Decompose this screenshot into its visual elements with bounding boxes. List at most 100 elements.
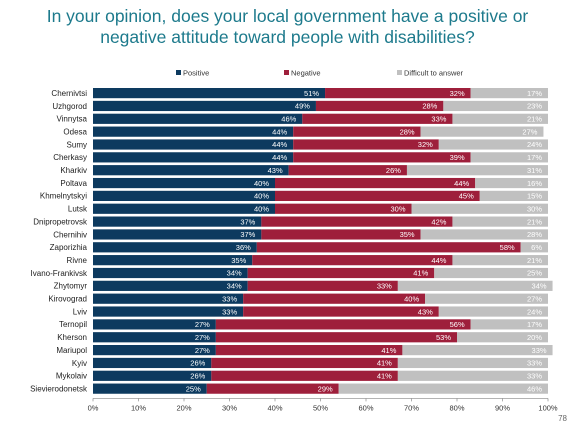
bar-segment-negative	[247, 267, 435, 279]
data-label-difficult-to-answer: 33%	[527, 372, 542, 381]
bar-segment-negative	[243, 293, 426, 304]
bar-segment-negative	[293, 139, 439, 150]
bar-segment-positive	[93, 370, 212, 381]
data-label-negative: 58%	[500, 243, 515, 252]
category-label: Ivano-Frankivsk	[31, 269, 88, 278]
category-label: Ternopil	[59, 320, 87, 329]
data-label-negative: 41%	[377, 372, 392, 381]
legend-label-negative: Negative	[291, 69, 321, 78]
bar-segment-difficult-to-answer	[406, 165, 548, 176]
data-label-positive: 37%	[240, 217, 255, 226]
x-tick-label: 0%	[88, 403, 99, 412]
data-label-negative: 33%	[377, 282, 392, 291]
category-label: Kharkiv	[60, 166, 87, 175]
bar-segment-difficult-to-answer	[452, 113, 548, 124]
data-label-negative: 43%	[418, 307, 433, 316]
data-label-negative: 29%	[318, 384, 333, 393]
data-label-difficult-to-answer: 33%	[532, 346, 547, 355]
bar-segment-difficult-to-answer	[397, 280, 553, 291]
bar-segment-difficult-to-answer	[457, 332, 548, 343]
category-label: Cherkasy	[53, 153, 87, 162]
bar-segment-negative	[252, 255, 453, 266]
data-label-positive: 36%	[236, 243, 251, 252]
bar-segment-difficult-to-answer	[452, 216, 548, 227]
data-label-negative: 32%	[450, 89, 465, 98]
data-label-difficult-to-answer: 21%	[527, 256, 542, 265]
legend-label-positive: Positive	[183, 69, 209, 78]
x-tick-label: 50%	[313, 403, 328, 412]
bar-segment-positive	[93, 280, 248, 291]
bar-segment-negative	[288, 165, 407, 176]
chart-title-line-2: negative attitude toward people with dis…	[100, 27, 475, 47]
data-label-positive: 26%	[190, 359, 205, 368]
data-label-negative: 28%	[400, 127, 415, 136]
bar-segment-positive	[93, 152, 294, 163]
data-label-negative: 41%	[377, 359, 392, 368]
x-tick-label: 10%	[131, 403, 146, 412]
data-label-difficult-to-answer: 16%	[527, 179, 542, 188]
category-label: Zaporizhia	[50, 243, 88, 252]
bar-segment-difficult-to-answer	[397, 370, 548, 381]
bar-segment-difficult-to-answer	[438, 139, 548, 150]
data-label-positive: 26%	[190, 372, 205, 381]
legend-swatch-positive	[176, 70, 181, 75]
data-label-positive: 40%	[254, 179, 269, 188]
bar-segment-negative	[275, 203, 412, 214]
category-label: Dnipropetrovsk	[33, 217, 88, 226]
bar-segment-negative	[325, 88, 471, 99]
bar-segment-positive	[93, 332, 216, 343]
data-label-positive: 27%	[195, 333, 210, 342]
bar-segment-positive	[93, 203, 275, 214]
data-label-negative: 41%	[413, 269, 428, 278]
data-label-negative: 42%	[431, 217, 446, 226]
bar-segment-difficult-to-answer	[443, 100, 548, 112]
data-label-negative: 56%	[450, 320, 465, 329]
data-label-difficult-to-answer: 15%	[527, 192, 542, 201]
category-label: Vinnytsa	[56, 115, 87, 124]
data-label-negative: 32%	[418, 140, 433, 149]
bar-segment-difficult-to-answer	[338, 383, 548, 394]
bar-segment-difficult-to-answer	[470, 152, 548, 163]
bar-segment-difficult-to-answer	[420, 229, 548, 240]
data-label-positive: 40%	[254, 204, 269, 213]
data-label-difficult-to-answer: 27%	[522, 127, 537, 136]
page-number: 78	[558, 414, 567, 423]
chart-title-line-1: In your opinion, does your local governm…	[46, 6, 529, 26]
bar-segment-negative	[211, 370, 398, 381]
bar-segment-positive	[93, 267, 248, 279]
category-label: Kirovograd	[48, 295, 87, 304]
data-label-positive: 44%	[272, 127, 287, 136]
data-label-positive: 37%	[240, 230, 255, 239]
category-label: Uzhgorod	[52, 102, 87, 111]
data-label-negative: 40%	[404, 294, 419, 303]
bar-segment-negative	[247, 280, 398, 291]
category-label: Sievierodonetsk	[30, 384, 88, 393]
data-label-negative: 45%	[459, 192, 474, 201]
category-label: Kyiv	[72, 359, 87, 368]
bar-segment-difficult-to-answer	[470, 88, 548, 99]
bar-segment-negative	[293, 152, 471, 163]
data-label-negative: 30%	[390, 204, 405, 213]
data-label-difficult-to-answer: 25%	[527, 269, 542, 278]
data-label-difficult-to-answer: 24%	[527, 140, 542, 149]
bar-segment-positive	[93, 126, 294, 137]
data-label-negative: 44%	[431, 256, 446, 265]
bar-segment-positive	[93, 88, 326, 99]
bar-segment-negative	[243, 306, 439, 317]
data-label-positive: 34%	[227, 282, 242, 291]
x-tick-label: 90%	[495, 403, 510, 412]
data-label-difficult-to-answer: 6%	[531, 243, 542, 252]
data-label-difficult-to-answer: 28%	[527, 230, 542, 239]
bar-segment-positive	[93, 229, 262, 240]
x-tick-label: 80%	[449, 403, 464, 412]
bar-segment-positive	[93, 255, 253, 266]
bar-segment-negative	[215, 319, 471, 330]
legend-swatch-difficult-to-answer	[397, 70, 402, 75]
bar-segment-positive	[93, 113, 303, 124]
bar-segment-positive	[93, 100, 316, 112]
bar-segment-difficult-to-answer	[397, 357, 548, 369]
category-label: Chernihiv	[53, 230, 87, 239]
x-tick-label: 60%	[358, 403, 373, 412]
data-label-negative: 35%	[400, 230, 415, 239]
